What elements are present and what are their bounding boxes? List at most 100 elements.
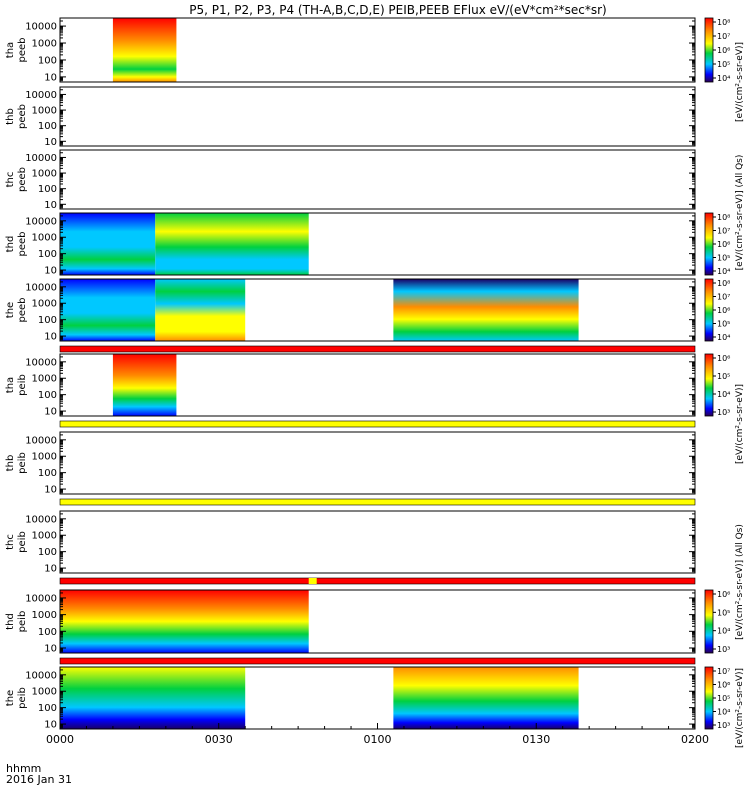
status-bar <box>59 657 696 665</box>
panel-label: thd <box>5 236 16 253</box>
panel-tha-peib: 10000 1000 100 10 tha peib <box>5 353 696 428</box>
colorbar-label: 10³ <box>717 408 730 417</box>
panel-label: tha <box>5 377 16 393</box>
colorbar-label: 10⁶ <box>717 590 730 599</box>
spectrogram-segment <box>393 667 579 729</box>
colorbar-scale <box>704 666 714 730</box>
y-tick-label: 10 <box>44 407 57 418</box>
y-tick-label: 100 <box>38 627 57 638</box>
panel-label: the <box>5 690 16 706</box>
y-tick-label: 10 <box>44 200 57 211</box>
figure-title: P5, P1, P2, P3, P4 (TH-A,B,C,D,E) PEIB,P… <box>189 3 606 17</box>
panel-label: thb <box>5 108 16 125</box>
panel-label: peeb <box>17 167 28 192</box>
colorbar-label: 10⁵ <box>717 320 730 329</box>
colorbar-label: 10⁷ <box>717 667 730 676</box>
status-bar <box>59 577 696 585</box>
y-tick-label: 100 <box>38 249 57 260</box>
y-tick-label: 100 <box>38 315 57 326</box>
colorbar-label: 10⁵ <box>717 608 730 617</box>
panel-label: peib <box>17 687 28 709</box>
y-tick-label: 1000 <box>32 233 57 244</box>
y-tick-label: 10000 <box>25 153 57 164</box>
panel-the-peib: 10000 1000 100 10 the peib <box>5 666 696 731</box>
x-tick-label: 0130 <box>522 733 550 746</box>
colorbar-label: 10⁵ <box>717 372 730 381</box>
y-tick-label: 100 <box>38 468 57 479</box>
y-tick-label: 10 <box>44 137 57 148</box>
x-tick-label: 0000 <box>46 733 74 746</box>
spectrogram-segment <box>393 279 579 341</box>
panel-label: peeb <box>17 38 28 63</box>
colorbar-scale <box>704 278 714 342</box>
y-tick-label: 10000 <box>25 435 57 446</box>
colorbar-unit-label: [eV/(cm²-s-sr-eV)] <box>735 42 745 122</box>
panel-thd-peeb: 10000 1000 100 10 thd peeb <box>5 212 696 277</box>
colorbar-label: 10⁷ <box>717 32 730 41</box>
y-tick-label: 1000 <box>32 39 57 50</box>
y-tick-label: 10 <box>44 72 57 83</box>
y-tick-label: 10000 <box>25 90 57 101</box>
y-tick-label: 10000 <box>25 357 57 368</box>
panel-label: tha <box>5 42 16 58</box>
colorbar-unit-label: [eV/(cm²-s-sr-eV)] (All Qs) <box>735 155 745 271</box>
y-tick-label: 10 <box>44 485 57 496</box>
y-tick-label: 10000 <box>25 22 57 33</box>
panel-frame <box>59 431 696 495</box>
colorbar: 10⁸ 10⁷ 10⁶ 10⁵ 10⁴ <box>704 17 730 83</box>
y-tick-label: 1000 <box>32 169 57 180</box>
y-tick-label: 1000 <box>32 531 57 542</box>
colorbar-unit-label: [eV/(cm²-s-sr-eV)] <box>735 384 745 464</box>
spectrogram-segment <box>60 279 156 341</box>
status-bar <box>59 345 696 353</box>
y-tick-label: 10 <box>44 643 57 654</box>
y-tick-label: 100 <box>38 390 57 401</box>
panel-label: peib <box>17 374 28 396</box>
x-axis: 0000 0030 0100 0130 0200 <box>46 723 709 746</box>
status-bar <box>59 420 696 428</box>
panel-frame <box>59 149 696 210</box>
panel-label: the <box>5 302 16 318</box>
colorbar-label: 10⁶ <box>717 306 730 315</box>
panel-label: peib <box>17 531 28 553</box>
panel-thb-peeb: 10000 1000 100 10 thb peeb <box>5 86 696 148</box>
colorbar: 10⁸ 10⁷ 10⁶ 10⁵ 10⁴ <box>704 278 730 342</box>
spectrogram-segment <box>155 213 309 275</box>
y-tick-label: 10 <box>44 332 57 343</box>
y-tick-label: 10000 <box>25 593 57 604</box>
panel-label: peib <box>17 452 28 474</box>
spectrogram-segment <box>155 279 246 341</box>
y-tick-label: 100 <box>38 703 57 714</box>
y-tick-label: 100 <box>38 121 57 132</box>
colorbar-label: 10⁶ <box>717 354 730 363</box>
status-bar <box>59 498 696 506</box>
y-tick-label: 100 <box>38 547 57 558</box>
colorbar: 10⁶ 10⁵ 10⁴ 10³ <box>704 353 730 417</box>
panel-label: thc <box>5 534 16 550</box>
colorbar-scale <box>704 589 714 654</box>
colorbar-label: 10⁶ <box>717 681 730 690</box>
colorbar-label: 10⁴ <box>717 74 730 83</box>
colorbar-label: 10⁴ <box>717 708 730 717</box>
panel-label: peeb <box>17 104 28 129</box>
y-tick-label: 1000 <box>32 106 57 117</box>
panel-frame <box>59 510 696 574</box>
spectrogram-segment <box>60 213 156 275</box>
colorbar-label: 10⁵ <box>717 254 730 263</box>
colorbar-label: 10⁸ <box>717 279 730 288</box>
x-tick-label: 0100 <box>364 733 392 746</box>
panel-label: thc <box>5 172 16 188</box>
colorbar-label: 10⁵ <box>717 60 730 69</box>
panel-label: thd <box>5 613 16 630</box>
panel-thc-peib: 10000 1000 100 10 thc peib <box>5 510 696 585</box>
panel-tha-peeb: 10000 1000 100 10 tha peeb <box>5 17 696 83</box>
colorbar-label: 10⁴ <box>717 267 730 276</box>
y-tick-label: 1000 <box>32 374 57 385</box>
colorbar-label: 10⁸ <box>717 213 730 222</box>
colorbar-label: 10⁷ <box>717 293 730 302</box>
panel-label: thb <box>5 455 16 472</box>
panel-label: peeb <box>17 298 28 323</box>
colorbar-label: 10⁸ <box>717 18 730 27</box>
